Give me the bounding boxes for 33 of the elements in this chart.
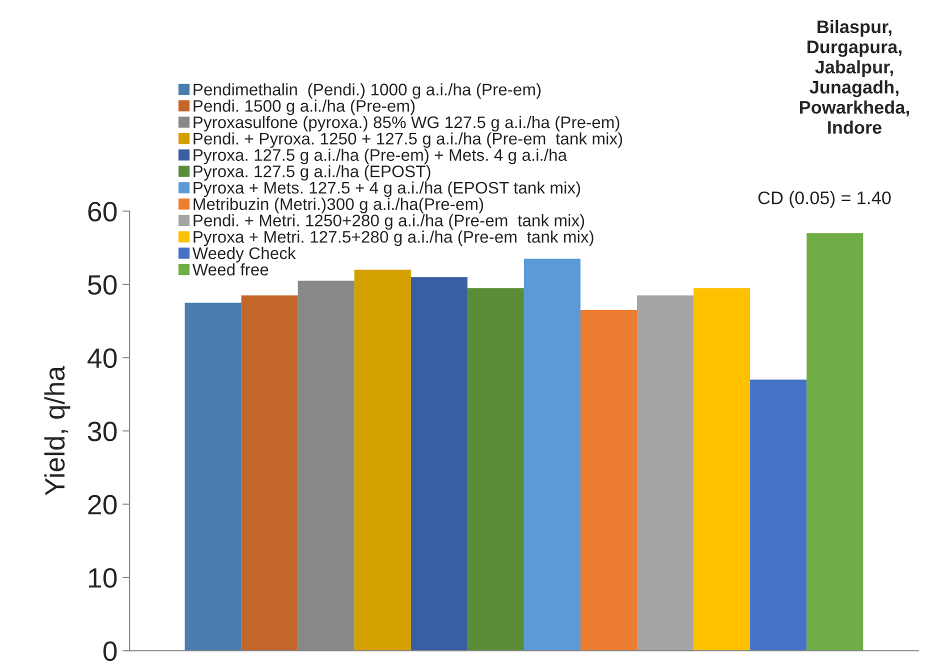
legend-label: Pendimethalin (Pendi.) 1000 g a.i./ha (Pre-em) xyxy=(194,83,541,99)
bar xyxy=(467,288,524,651)
bar xyxy=(184,302,242,651)
legend-label: Pyroxa + Mets. 127.5 + 4 g a.i./ha (EPOST tank mix) xyxy=(194,181,580,197)
text: Bilaspur, Durgapura, Jabalpur, Junagadh, Powarkheda, Indore xyxy=(800,20,909,134)
bar xyxy=(241,295,298,651)
legend-label: Pyroxa. 127.5 g a.i./ha (Pre-em) + Mets. 4 g a.i./ha xyxy=(194,148,568,164)
y-tick-label: 60 xyxy=(88,202,117,222)
y-axis-title: Yield, q/ha xyxy=(44,366,70,496)
y-tick-label: 30 xyxy=(88,422,117,442)
legend-label: Pyroxasulfone (pyroxa.) 85% WG 127.5 g a.i./ha (Pre-em) xyxy=(194,116,620,132)
y-tick-label: 10 xyxy=(89,568,117,588)
y-tick-label: 40 xyxy=(88,348,117,368)
legend-label: Weed free xyxy=(192,263,268,276)
y-tick-label: 50 xyxy=(88,275,117,295)
bar xyxy=(806,233,864,651)
y-tick-label: 0 xyxy=(103,641,117,662)
bar xyxy=(410,277,468,651)
y-tick-label: 20 xyxy=(88,494,117,515)
legend-label: Pyroxa + Metri. 127.5+280 g a.i./ha (Pre-em tank mix) xyxy=(194,230,594,246)
legend-label: Pendi. 1500 g a.i./ha (Pre-em) xyxy=(194,100,415,116)
legend-label: Pyroxa. 127.5 g a.i./ha (EPOST) xyxy=(194,165,430,181)
bar xyxy=(694,288,750,651)
legend-label: Metribuzin (Metri.)300 g a.i./ha(Pre-em) xyxy=(194,198,484,214)
legend-label: Pendi. + Metri. 1250+280 g a.i./ha (Pre-em tank mix) xyxy=(194,214,584,230)
bar xyxy=(637,295,694,651)
bar xyxy=(750,380,807,651)
legend-label: Pendi. + Pyroxa. 1250 + 127.5 g a.i./ha (Pre-em tank mix) xyxy=(194,132,622,148)
bar xyxy=(580,310,638,651)
legend-label: Weedy Check xyxy=(192,246,296,262)
text: CD (0.05) = 1.40 xyxy=(758,191,891,208)
bar xyxy=(524,258,580,651)
bar xyxy=(354,270,411,651)
